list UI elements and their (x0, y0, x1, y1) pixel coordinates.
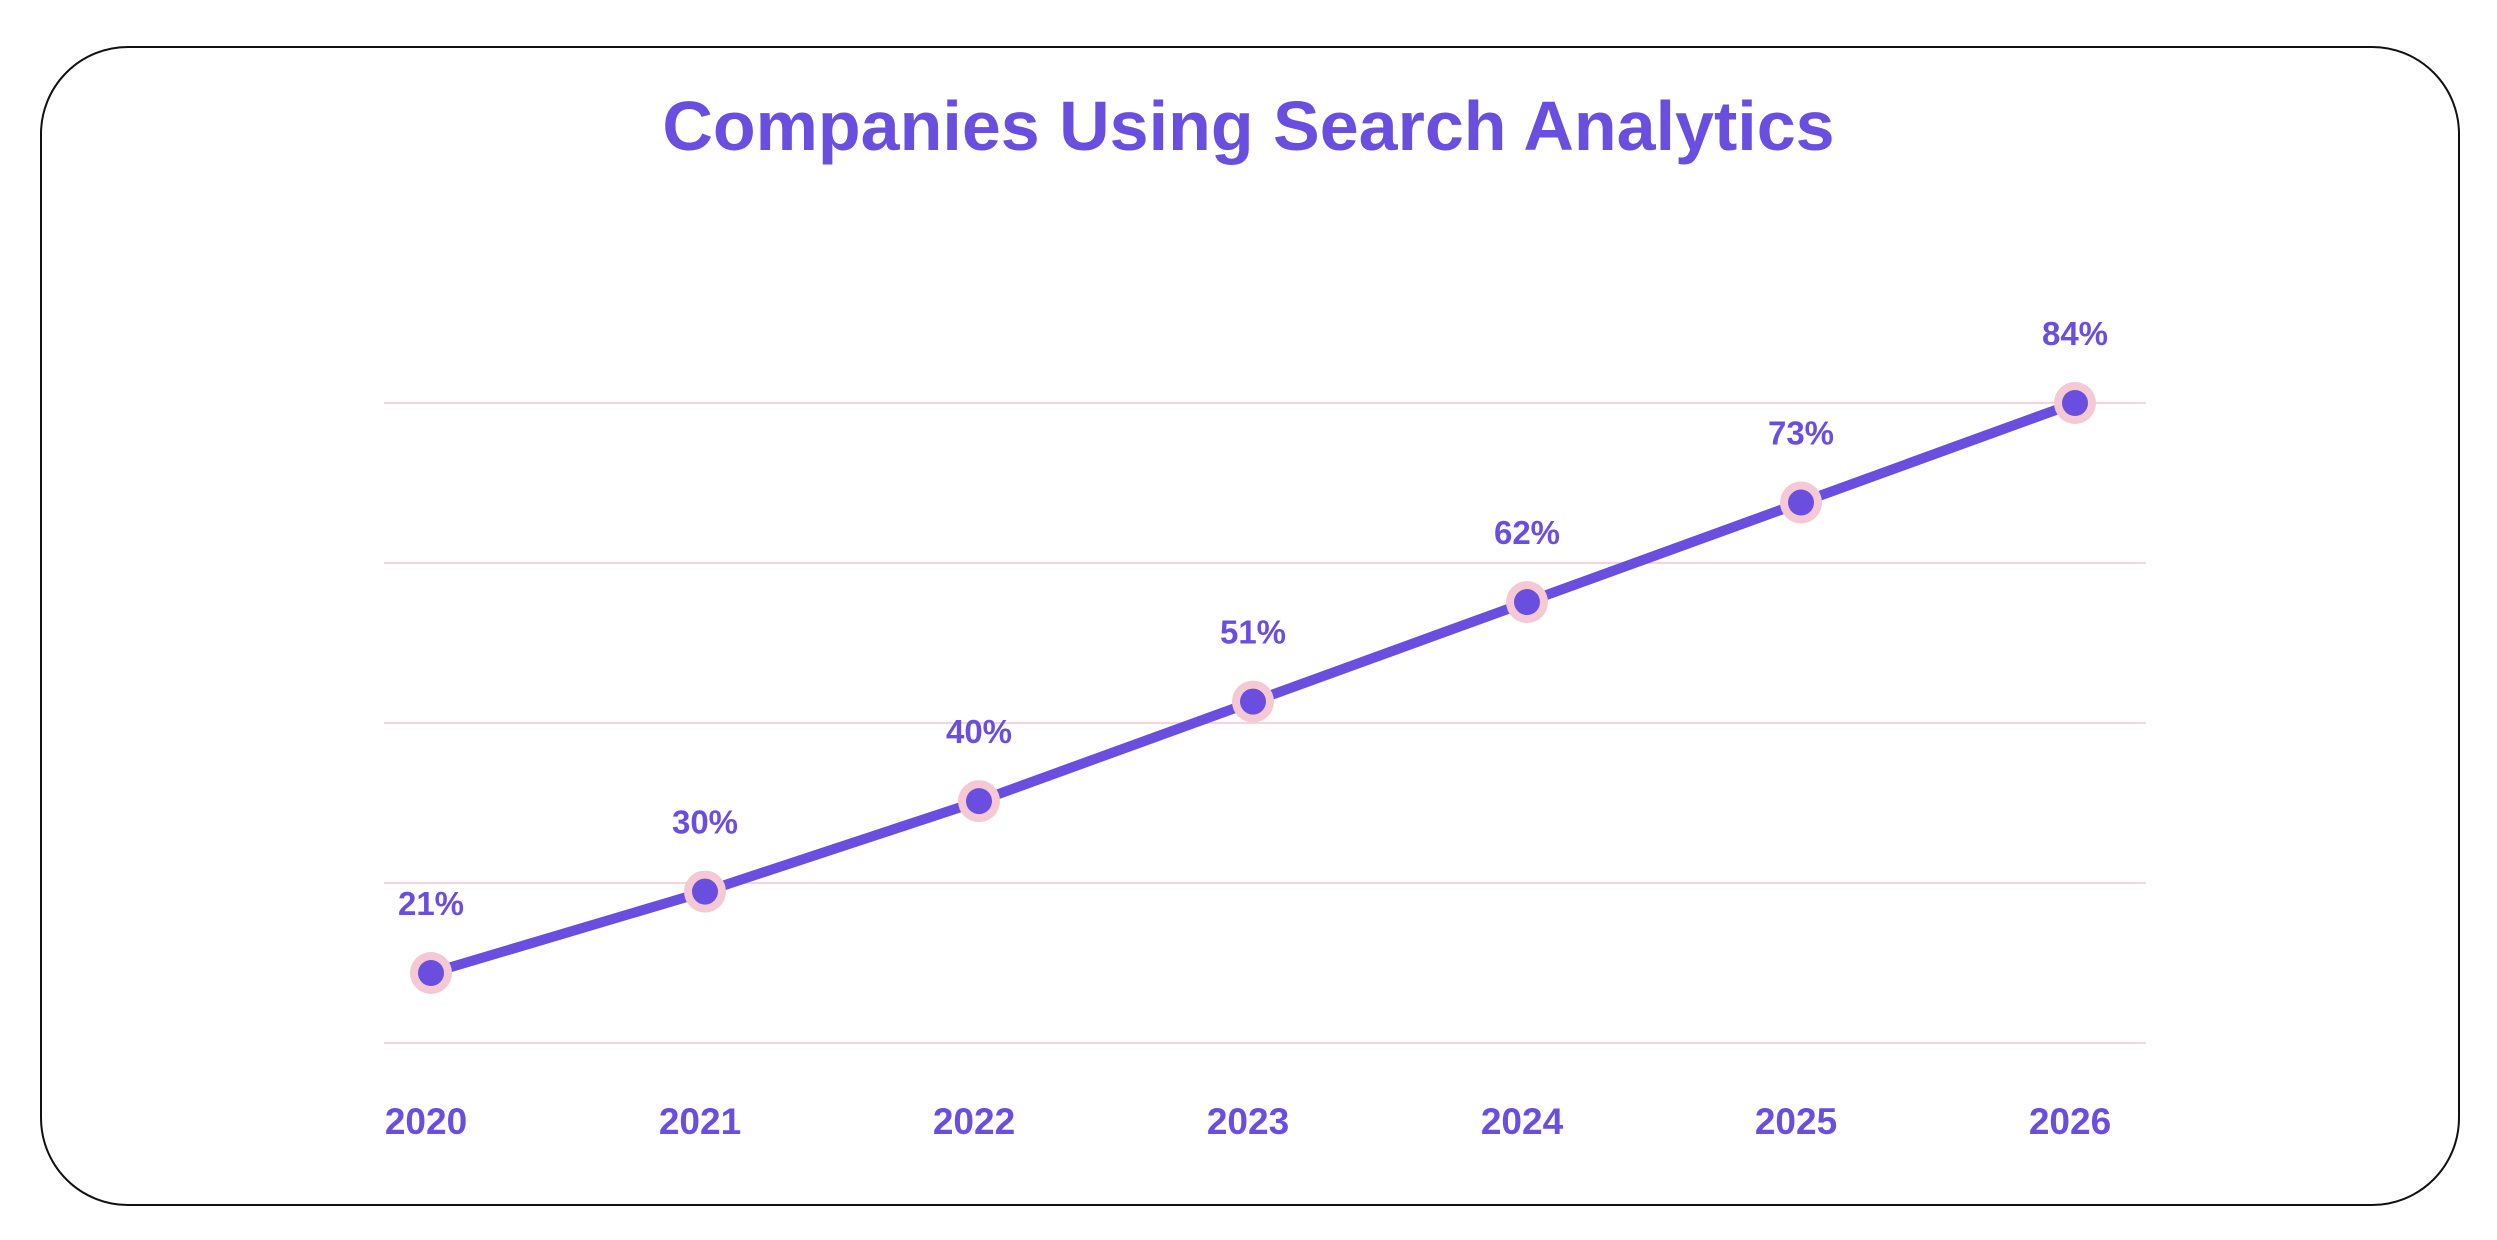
x-tick-label: 2023 (1207, 1101, 1289, 1142)
data-point (958, 780, 1000, 823)
chart-title: Companies Using Search Analytics (662, 87, 1835, 165)
data-label: 62% (1494, 514, 1560, 551)
data-label: 21% (398, 885, 464, 922)
data-point (410, 952, 452, 994)
data-points (410, 382, 2096, 994)
data-point (684, 870, 726, 913)
data-point (2054, 382, 2096, 424)
data-point (1780, 481, 1822, 524)
point-marker (1788, 489, 1814, 516)
chart-card (40, 46, 2460, 1206)
gridlines (384, 402, 2146, 1044)
data-point (1506, 581, 1548, 624)
x-tick-label: 2022 (933, 1101, 1015, 1142)
x-tick-label: 2025 (1755, 1101, 1837, 1142)
x-axis-tick-labels: 2020 2021 2022 2023 2024 2025 2026 (385, 1101, 2111, 1142)
point-marker (1240, 688, 1266, 715)
point-marker (2062, 390, 2088, 416)
x-tick-label: 2020 (385, 1101, 467, 1142)
data-label: 73% (1768, 415, 1834, 452)
x-tick-label: 2026 (2029, 1101, 2111, 1142)
data-label: 40% (946, 713, 1012, 750)
point-marker (692, 878, 718, 905)
data-label: 30% (672, 804, 738, 841)
data-label: 51% (1220, 614, 1286, 651)
point-marker (418, 960, 444, 986)
data-labels: 21% 30% 40% 51% 62% 73% 84% (398, 315, 2108, 922)
data-label: 84% (2042, 315, 2108, 352)
point-marker (966, 788, 992, 815)
x-tick-label: 2021 (659, 1101, 741, 1142)
point-marker (1514, 589, 1540, 616)
data-point (1232, 680, 1274, 723)
x-tick-label: 2024 (1481, 1101, 1564, 1142)
